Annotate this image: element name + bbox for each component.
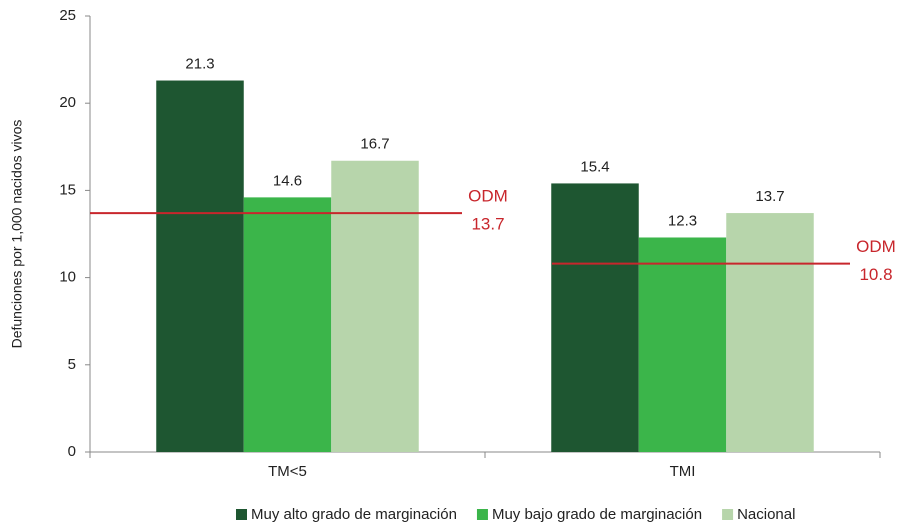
reference-label: ODM: [856, 237, 896, 256]
value-label: 12.3: [668, 212, 697, 229]
bar: [156, 80, 244, 452]
legend-label: Nacional: [737, 506, 795, 523]
value-label: 16.7: [360, 136, 389, 153]
bar: [243, 197, 332, 452]
value-label: 21.3: [185, 55, 214, 72]
bar: [331, 160, 419, 452]
reference-value: 13.7: [471, 215, 504, 234]
y-tick-label: 5: [68, 356, 76, 373]
bar: [638, 237, 727, 452]
reference-label: ODM: [468, 187, 508, 206]
y-tick-label: 25: [59, 7, 76, 24]
value-label: 13.7: [755, 188, 784, 205]
y-axis-title: Defunciones por 1,000 nacidos vivos: [9, 120, 25, 349]
legend-label: Muy alto grado de marginación: [251, 506, 457, 523]
y-tick-label: 15: [59, 181, 76, 198]
legend-label: Muy bajo grado de marginación: [492, 506, 702, 523]
value-label: 14.6: [273, 172, 302, 189]
y-tick-label: 20: [59, 94, 76, 111]
value-label: 15.4: [580, 158, 609, 175]
legend-swatch: [236, 509, 247, 520]
bar: [726, 213, 814, 452]
x-tick-label: TM<5: [268, 463, 307, 480]
y-tick-label: 0: [68, 443, 76, 460]
legend-swatch: [722, 509, 734, 520]
reference-value: 10.8: [859, 265, 892, 284]
x-tick-label: TMI: [670, 463, 696, 480]
legend-swatch: [476, 509, 488, 520]
bar: [551, 183, 639, 452]
y-tick-label: 10: [59, 269, 76, 286]
